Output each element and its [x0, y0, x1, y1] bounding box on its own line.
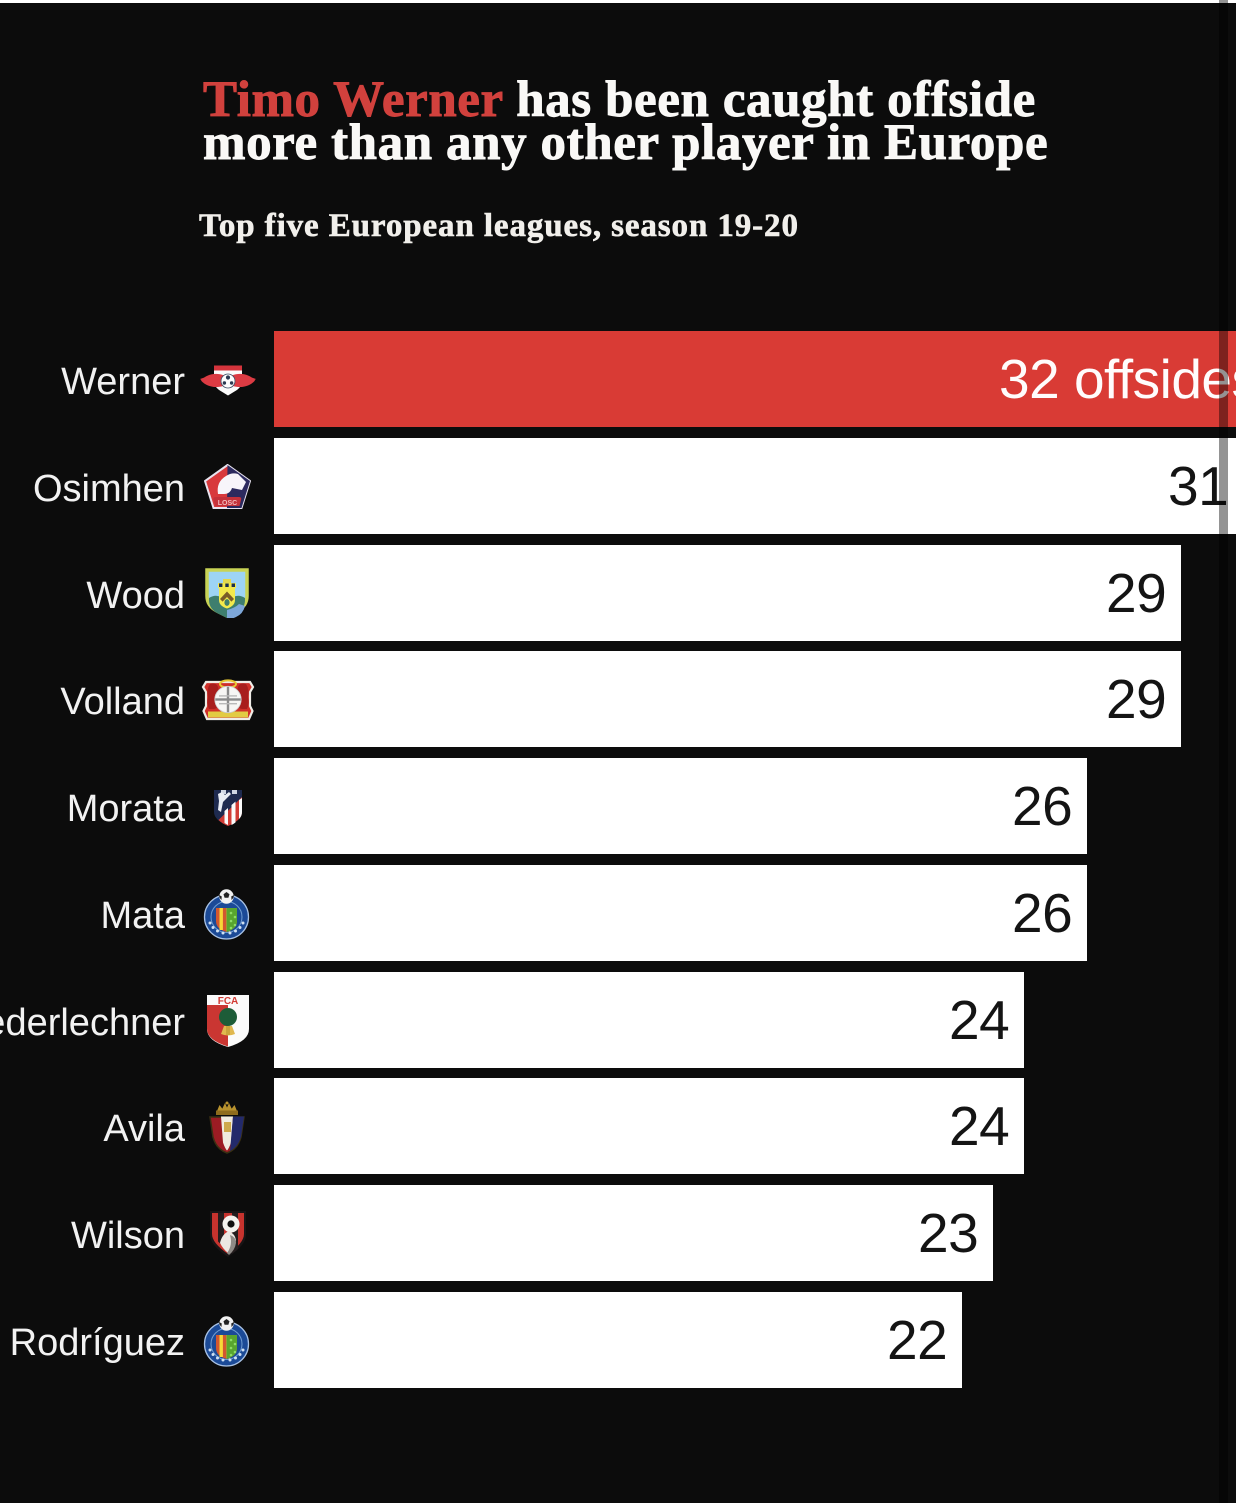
- svg-text:LOSC: LOSC: [218, 500, 237, 507]
- svg-text:FCA: FCA: [218, 996, 239, 1007]
